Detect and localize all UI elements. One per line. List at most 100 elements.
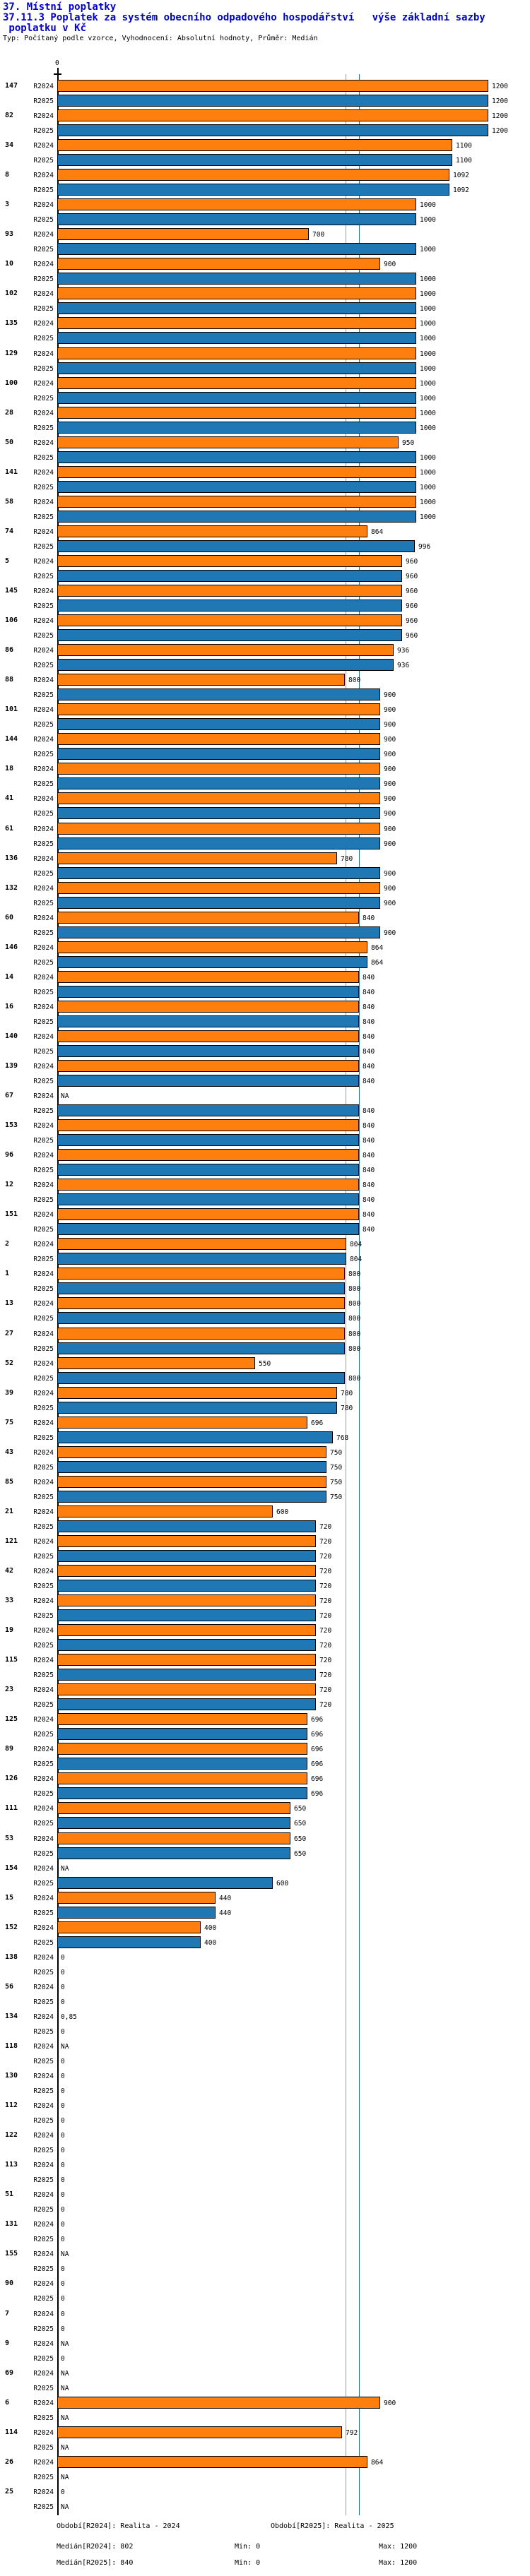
group-id-label: 96 xyxy=(5,1151,14,1159)
bar-r2024 xyxy=(57,971,359,983)
group-id-label: 58 xyxy=(5,498,14,506)
bar-r2025 xyxy=(57,1372,345,1384)
group-id-label: 131 xyxy=(5,2220,18,2228)
bar-r2025 xyxy=(57,95,488,107)
bar-r2024 xyxy=(57,198,416,210)
bar-value-label: 650 xyxy=(294,1835,307,1843)
bar-r2024 xyxy=(57,436,399,448)
series-row-label-r2025: R2025 xyxy=(33,2176,54,2184)
bar-value-label: 0 xyxy=(61,2073,65,2080)
bar-value-label: NA xyxy=(61,2370,69,2378)
bar-value-label: 750 xyxy=(330,1493,343,1501)
series-row-label-r2024: R2024 xyxy=(33,1568,54,1575)
series-row-label-r2024: R2024 xyxy=(33,320,54,328)
bar-value-label: NA xyxy=(61,2340,69,2348)
series-row-label-r2025: R2025 xyxy=(33,1345,54,1353)
series-row-label-r2025: R2025 xyxy=(33,900,54,907)
series-row-label-r2025: R2025 xyxy=(33,1820,54,1827)
series-row-label-r2025: R2025 xyxy=(33,1048,54,1056)
bar-r2025 xyxy=(57,124,488,136)
series-row-label-r2024: R2024 xyxy=(33,1895,54,1902)
series-row-label-r2024: R2024 xyxy=(33,2221,54,2229)
bar-value-label: 1200 xyxy=(492,127,508,135)
series-row-label-r2025: R2025 xyxy=(33,275,54,283)
group-id-label: 51 xyxy=(5,2190,14,2198)
bar-value-label: 900 xyxy=(384,825,396,833)
group-id-label: 118 xyxy=(5,2042,18,2050)
bar-value-label: 864 xyxy=(371,959,384,967)
series-row-label-r2024: R2024 xyxy=(33,439,54,447)
series-row-label-r2025: R2025 xyxy=(33,305,54,313)
series-row-label-r2024: R2024 xyxy=(33,380,54,388)
bar-value-label: 720 xyxy=(319,1597,332,1605)
group-id-label: 41 xyxy=(5,794,14,802)
chart-title-line2: poplatku v Kč xyxy=(3,23,87,34)
bar-r2024 xyxy=(57,614,402,626)
series-row-label-r2024: R2024 xyxy=(33,1360,54,1368)
bar-r2025 xyxy=(57,629,402,641)
bar-value-label: 1100 xyxy=(456,157,472,165)
group-id-label: 114 xyxy=(5,2428,18,2436)
bar-value-label: 0 xyxy=(61,1998,65,2006)
bar-r2024 xyxy=(57,1446,326,1458)
series-row-label-r2024: R2024 xyxy=(33,2073,54,2080)
bar-r2024 xyxy=(57,139,452,151)
bar-r2025 xyxy=(57,1134,359,1146)
bar-r2024 xyxy=(57,585,402,597)
series-row-label-r2025: R2025 xyxy=(33,1880,54,1888)
bar-value-label: 800 xyxy=(348,1270,361,1278)
bar-r2025 xyxy=(57,867,380,879)
series-row-label-r2025: R2025 xyxy=(33,2474,54,2481)
bar-value-label: 0 xyxy=(61,2117,65,2125)
group-id-label: 50 xyxy=(5,439,14,446)
bar-r2024 xyxy=(57,1832,290,1844)
series-row-label-r2024: R2024 xyxy=(33,1092,54,1100)
bar-r2024 xyxy=(57,1565,316,1577)
series-row-label-r2025: R2025 xyxy=(33,1315,54,1323)
series-row-label-r2024: R2024 xyxy=(33,1984,54,1991)
series-row-label-r2024: R2024 xyxy=(33,2161,54,2169)
bar-value-label: 1000 xyxy=(420,275,436,283)
bar-value-label: 840 xyxy=(363,1137,375,1145)
bar-r2024 xyxy=(57,703,380,715)
bar-value-label: 804 xyxy=(350,1256,363,1263)
series-row-label-r2025: R2025 xyxy=(33,2503,54,2511)
group-id-label: 75 xyxy=(5,1419,14,1426)
series-row-label-r2024: R2024 xyxy=(33,765,54,773)
bar-r2025 xyxy=(57,1312,345,1324)
group-id-label: 111 xyxy=(5,1804,18,1812)
bar-value-label: 1000 xyxy=(420,216,436,224)
bar-value-label: 792 xyxy=(346,2429,358,2437)
group-id-label: 39 xyxy=(5,1389,14,1397)
group-id-label: 129 xyxy=(5,350,18,357)
bar-value-label: 440 xyxy=(219,1895,232,1902)
bar-value-label: 800 xyxy=(348,1315,361,1323)
group-id-label: 139 xyxy=(5,1062,18,1070)
series-row-label-r2025: R2025 xyxy=(33,2265,54,2273)
median-line-r2025 xyxy=(359,74,360,2515)
bar-value-label: 960 xyxy=(406,602,418,610)
group-id-label: 154 xyxy=(5,1864,18,1872)
bar-r2024 xyxy=(57,525,367,537)
series-row-label-r2024: R2024 xyxy=(33,1924,54,1932)
bar-r2024 xyxy=(57,1119,359,1131)
legend-period-r2024: Období[R2024]: Realita - 2024 xyxy=(57,2522,180,2530)
group-id-label: 126 xyxy=(5,1775,18,1782)
series-row-label-r2025: R2025 xyxy=(33,2028,54,2036)
group-id-label: 56 xyxy=(5,1983,14,1991)
bar-r2025 xyxy=(57,1104,359,1116)
series-row-label-r2025: R2025 xyxy=(33,1285,54,1293)
series-row-label-r2024: R2024 xyxy=(33,1508,54,1516)
bar-value-label: 720 xyxy=(319,1671,332,1679)
bar-value-label: 900 xyxy=(384,751,396,758)
bar-r2024 xyxy=(57,1713,307,1725)
group-id-label: 102 xyxy=(5,290,18,297)
bar-value-label: 900 xyxy=(384,870,396,878)
series-row-label-r2024: R2024 xyxy=(33,112,54,120)
bar-value-label: 864 xyxy=(371,528,384,536)
bar-value-label: 696 xyxy=(311,1746,324,1753)
group-id-label: 13 xyxy=(5,1299,14,1307)
group-id-label: 130 xyxy=(5,2072,18,2080)
group-id-label: 18 xyxy=(5,765,14,773)
